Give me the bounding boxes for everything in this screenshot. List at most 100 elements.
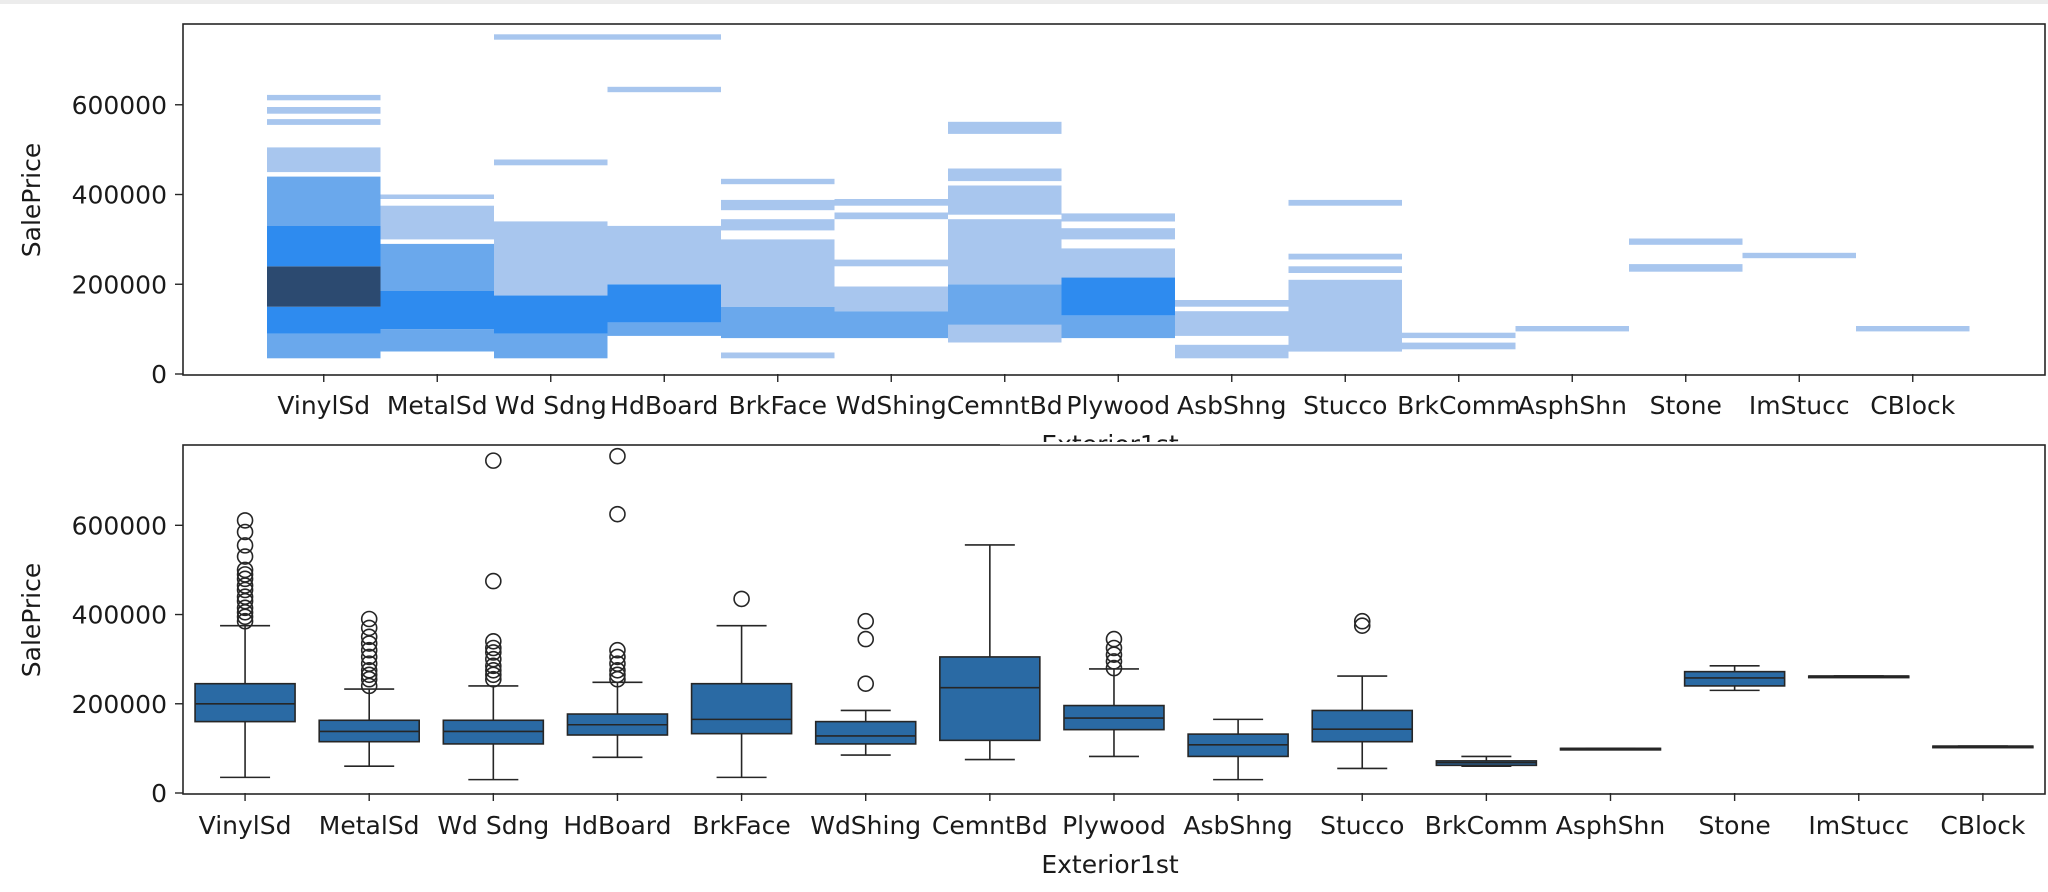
- hist-bin-cblock-59: [1856, 326, 1970, 332]
- box-y-tick-label: 600000: [72, 511, 167, 540]
- hist-bin-plywood-41: [1061, 315, 1175, 339]
- hist-bin-brkface-28: [721, 199, 835, 211]
- box-x-tick-label-brkface: BrkFace: [692, 811, 790, 840]
- outlier-point: [360, 628, 378, 646]
- histogram-axis-ticks: 0 200000 400000 600000 VinylSd MetalSd Wd Sdng…: [72, 91, 1956, 420]
- box-x-tick-label-stone: Stone: [1699, 811, 1771, 840]
- outlier-point: [485, 452, 502, 469]
- hist-bin-wdshing-30: [834, 311, 948, 339]
- box-wd-sdng: [442, 452, 545, 781]
- hist-bin-plywood-43: [1061, 248, 1175, 278]
- hist-bin-cemntbd-36: [948, 284, 1062, 325]
- outlier-point: [1105, 630, 1123, 648]
- box-x-tick-label-asphshn: AsphShn: [1556, 811, 1665, 840]
- hist-bin-wdshing-34: [834, 199, 948, 206]
- hist-x-tick-label-asbshng: AsbShng: [1177, 391, 1286, 420]
- boxplot-axis-ticks: 0 200000 400000 600000 VinylSd MetalSd Wd Sdng…: [72, 511, 2026, 840]
- box-metalsd: [318, 610, 420, 768]
- hist-y-tick-label: 200000: [72, 270, 167, 299]
- hist-x-tick-label-plywood: Plywood: [1066, 391, 1170, 420]
- boxplot-y-axis-label: SalePrice: [17, 563, 46, 678]
- hist-bin-vinylsd-1: [267, 306, 381, 334]
- outlier-point: [236, 588, 254, 605]
- box-iqr: [1311, 709, 1414, 743]
- box-iqr: [1683, 670, 1786, 687]
- box-x-tick-label-asbshng: AsbShng: [1183, 811, 1292, 840]
- hist-bin-stone-56: [1629, 264, 1743, 272]
- hist-bin-asbshng-46: [1175, 344, 1289, 359]
- hist-bin-brkcomm-53: [1402, 342, 1516, 350]
- box-x-tick-label-brkcomm: BrkComm: [1425, 811, 1548, 840]
- hist-bin-plywood-44: [1061, 228, 1175, 240]
- outlier-point: [733, 590, 750, 608]
- outlier-point: [857, 675, 875, 692]
- box-x-tick-label-plywood: Plywood: [1062, 811, 1166, 840]
- hist-bin-wdshing-33: [834, 212, 948, 220]
- outlier-point: [360, 655, 378, 672]
- hist-bin-stucco-49: [1288, 279, 1402, 352]
- box-iqr: [690, 682, 793, 735]
- outlier-point: [609, 641, 626, 659]
- box-iqr: [814, 720, 917, 745]
- outlier-point: [360, 610, 378, 628]
- hist-bin-stucco-52: [1288, 199, 1402, 206]
- hist-bin-plywood-45: [1061, 213, 1175, 222]
- outlier-point: [1105, 639, 1123, 657]
- histogram-y-axis-label: SalePrice: [17, 143, 46, 258]
- outlier-point: [236, 566, 254, 583]
- outlier-point: [609, 447, 626, 465]
- hist-bin-metalsd-12: [380, 205, 494, 240]
- outlier-point: [360, 648, 378, 666]
- outlier-point: [485, 657, 502, 675]
- hist-bin-vinylsd-6: [267, 119, 381, 125]
- box-y-tick-label: 200000: [72, 690, 167, 719]
- hist-y-tick-label: 600000: [72, 91, 167, 120]
- hist-bin-plywood-42: [1061, 277, 1175, 316]
- box-stucco: [1311, 612, 1414, 770]
- outlier-point: [1353, 612, 1371, 630]
- hist-x-tick-label-cblock: CBlock: [1870, 391, 1956, 420]
- boxplot-boxes: [194, 447, 2034, 781]
- histogram-panel: 0 200000 400000 600000 VinylSd MetalSd Wd Sdng…: [17, 23, 2046, 459]
- hist-bin-asphshn-55: [1515, 326, 1629, 332]
- hist-bin-vinylsd-8: [267, 94, 381, 101]
- outlier-point: [236, 599, 254, 617]
- hist-bin-cemntbd-39: [948, 168, 1062, 182]
- hist-x-tick-label-stone: Stone: [1650, 391, 1722, 420]
- box-iqr: [194, 682, 296, 723]
- hist-bin-brkface-29: [721, 178, 835, 185]
- box-x-tick-label-cemntbd: CemntBd: [932, 811, 1048, 840]
- box-cblock: [1932, 745, 2034, 749]
- hist-bin-stucco-50: [1288, 266, 1402, 273]
- hist-bin-wd-sdng-14: [494, 333, 608, 359]
- hist-y-tick-label: 0: [151, 360, 167, 389]
- hist-bin-hdboard-22: [607, 86, 721, 93]
- hist-y-tick-label: 400000: [72, 181, 167, 210]
- hist-bin-wdshing-31: [834, 286, 948, 312]
- hist-x-tick-label-hdboard: HdBoard: [610, 391, 718, 420]
- outlier-point: [1105, 653, 1123, 670]
- box-cemntbd: [939, 544, 1041, 761]
- box-x-tick-label-hdboard: HdBoard: [563, 811, 671, 840]
- hist-x-tick-label-wd-sdng: Wd Sdng: [495, 391, 607, 420]
- box-y-tick-label: 0: [151, 779, 167, 808]
- box-asphshn: [1559, 747, 1662, 751]
- hist-x-tick-label-asphshn: AsphShn: [1518, 391, 1627, 420]
- hist-bin-metalsd-9: [380, 329, 494, 352]
- panel-gap-mask: [1000, 442, 1220, 445]
- outlier-point: [236, 612, 254, 630]
- box-x-tick-label-stucco: Stucco: [1320, 811, 1404, 840]
- outlier-point: [485, 639, 502, 657]
- hist-bin-metalsd-10: [380, 291, 494, 330]
- hist-bin-vinylsd-7: [267, 107, 381, 114]
- hist-bin-wd-sdng-17: [494, 159, 608, 166]
- outlier-point: [609, 655, 626, 672]
- hist-bin-wd-sdng-15: [494, 295, 608, 334]
- box-plywood: [1063, 630, 1165, 758]
- hist-bin-asbshng-48: [1175, 300, 1289, 307]
- hist-bin-vinylsd-2: [267, 266, 381, 307]
- box-x-tick-label-vinylsd: VinylSd: [199, 811, 292, 840]
- box-x-tick-label-wd-sdng: Wd Sdng: [437, 811, 549, 840]
- hist-bin-wd-sdng-16: [494, 221, 608, 296]
